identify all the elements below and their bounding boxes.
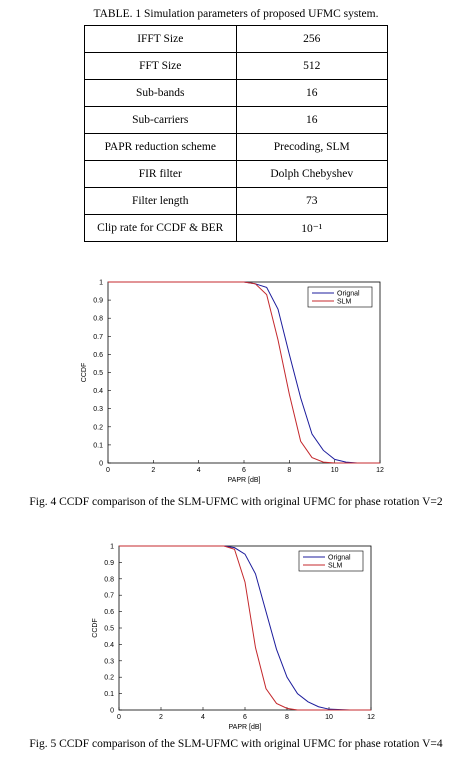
x-tick-label: 10 xyxy=(331,467,339,474)
x-tick-label: 0 xyxy=(106,467,110,474)
table-cell: 512 xyxy=(235,52,388,80)
y-tick-label: 0.4 xyxy=(104,642,114,649)
table-row: Sub-carriers 16 xyxy=(84,106,388,134)
table-cell: 16 xyxy=(235,106,388,134)
table-cell: 10⁻¹ xyxy=(235,214,388,242)
table-cell: IFFT Size xyxy=(84,25,237,53)
table-cell: 73 xyxy=(235,187,388,215)
x-tick-label: 12 xyxy=(367,714,375,721)
legend-label: Orignal xyxy=(337,291,360,298)
table-cell: FIR filter xyxy=(84,160,237,188)
figure-caption: Fig. 5 CCDF comparison of the SLM-UFMC w… xyxy=(29,738,443,750)
table-cell: Sub-bands xyxy=(84,79,237,107)
table-cell: Dolph Chebyshev xyxy=(235,160,388,188)
y-tick-label: 1 xyxy=(99,280,103,287)
y-tick-label: 0.6 xyxy=(93,352,103,359)
series-line xyxy=(119,545,371,711)
x-tick-label: 10 xyxy=(325,714,333,721)
figure-caption: Fig. 4 CCDF comparison of the SLM-UFMC w… xyxy=(29,496,443,508)
y-tick-label: 0.1 xyxy=(93,442,103,449)
plot-frame xyxy=(118,545,372,711)
y-tick-label: 0 xyxy=(99,461,103,468)
table-row: FIR filter Dolph Chebyshev xyxy=(84,160,388,188)
y-axis-label: CCDF xyxy=(92,618,99,637)
legend-label: SLM xyxy=(328,563,343,570)
x-tick-label: 6 xyxy=(243,714,247,721)
y-axis-label: CCDF xyxy=(81,363,88,382)
y-tick-label: 0.2 xyxy=(104,675,114,682)
table-cell: 16 xyxy=(235,79,388,107)
x-axis-label: PAPR [dB] xyxy=(228,477,261,484)
y-tick-label: 0.7 xyxy=(104,593,114,600)
y-tick-label: 0.1 xyxy=(104,691,114,698)
table-cell: 256 xyxy=(235,25,388,53)
table-cell: PAPR reduction scheme xyxy=(84,133,237,161)
y-tick-label: 0.3 xyxy=(104,658,114,665)
y-tick-label: 0.3 xyxy=(93,406,103,413)
x-tick-label: 8 xyxy=(285,714,289,721)
x-axis-label: PAPR [dB] xyxy=(229,724,262,731)
legend-label: SLM xyxy=(337,299,352,306)
x-tick-label: 8 xyxy=(287,467,291,474)
x-tick-label: 2 xyxy=(159,714,163,721)
plot-frame xyxy=(107,281,381,464)
y-tick-label: 1 xyxy=(110,544,114,551)
y-tick-label: 0.9 xyxy=(104,560,114,567)
chart: 0 2 4 6 8 10 12 0 0.1 0.2 0.3 0.4 0.5 0.6 0.7 0.8 0.9 1 PA… xyxy=(81,280,384,485)
x-tick-label: 0 xyxy=(117,714,121,721)
y-tick-label: 0.9 xyxy=(93,298,103,305)
table-row: IFFT Size 256 xyxy=(84,25,388,53)
y-tick-label: 0 xyxy=(110,708,114,715)
x-tick-label: 4 xyxy=(201,714,205,721)
legend-box xyxy=(307,286,373,308)
table-row: Clip rate for CCDF & BER 10⁻¹ xyxy=(84,214,388,242)
legend-box xyxy=(298,550,364,572)
chart: 0 2 4 6 8 10 12 0 0.1 0.2 0.3 0.4 0.5 0.6 0.7 0.8 0.9 1 PA… xyxy=(92,544,375,732)
table-title: TABLE. 1 Simulation parameters of propos… xyxy=(93,8,379,20)
x-tick-label: 6 xyxy=(242,467,246,474)
y-tick-label: 0.5 xyxy=(104,626,114,633)
y-tick-label: 0.8 xyxy=(104,576,114,583)
table-row: Filter length 73 xyxy=(84,187,388,215)
table-cell: Sub-carriers xyxy=(84,106,237,134)
parameter-table: IFFT Size 256 FFT Size 512 Sub-bands 16 Sub-ca… xyxy=(84,25,388,242)
table-cell: Filter length xyxy=(84,187,237,215)
y-tick-label: 0.4 xyxy=(93,388,103,395)
table-cell: Clip rate for CCDF & BER xyxy=(84,214,237,242)
y-tick-label: 0.2 xyxy=(93,424,103,431)
table-row: FFT Size 512 xyxy=(84,52,388,80)
y-tick-label: 0.8 xyxy=(93,316,103,323)
table-row: PAPR reduction scheme Precoding, SLM xyxy=(84,133,388,161)
table-row: Sub-bands 16 xyxy=(84,79,388,107)
y-tick-label: 0.5 xyxy=(93,370,103,377)
x-tick-label: 2 xyxy=(151,467,155,474)
x-tick-label: 12 xyxy=(376,467,384,474)
table-cell: Precoding, SLM xyxy=(235,133,388,161)
y-tick-label: 0.7 xyxy=(93,334,103,341)
table-cell: FFT Size xyxy=(84,52,237,80)
y-tick-label: 0.6 xyxy=(104,609,114,616)
series-line xyxy=(108,281,380,464)
x-tick-label: 4 xyxy=(197,467,201,474)
legend-label: Orignal xyxy=(328,555,351,562)
